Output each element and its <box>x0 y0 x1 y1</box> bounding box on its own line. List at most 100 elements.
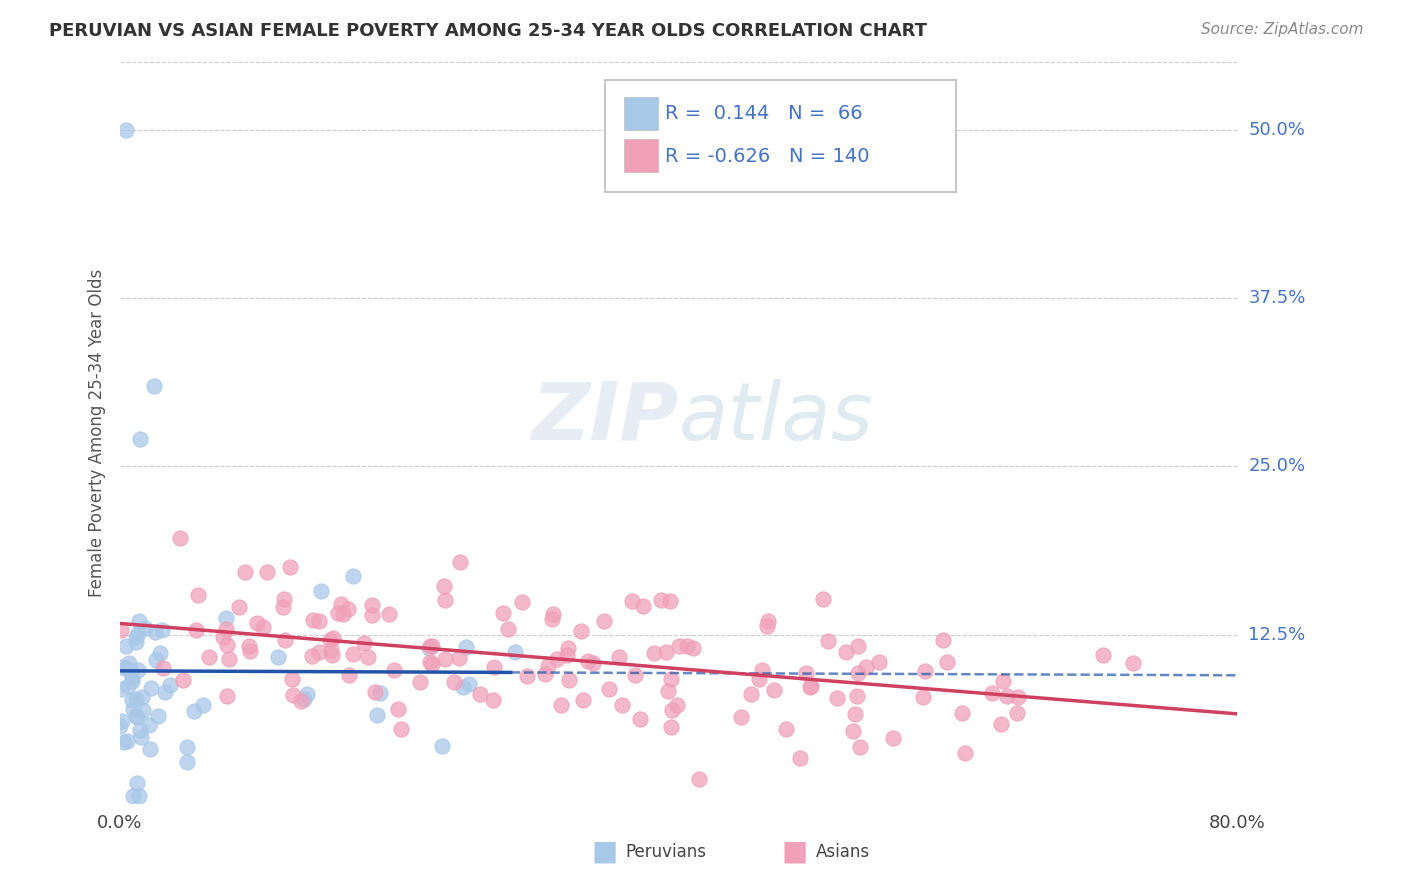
Point <box>382 663 405 677</box>
Point <box>117 663 139 677</box>
Point <box>420 657 443 671</box>
Point <box>267 650 290 665</box>
Point <box>537 658 560 673</box>
Point <box>239 643 262 657</box>
Point <box>212 630 235 644</box>
Point <box>447 650 470 665</box>
Point <box>555 648 578 662</box>
Point <box>848 639 870 653</box>
Point <box>496 622 519 636</box>
Point <box>557 673 579 687</box>
Point <box>138 718 160 732</box>
Point <box>675 639 697 653</box>
Point <box>796 665 818 680</box>
Text: ■: ■ <box>782 838 807 866</box>
Point <box>631 599 654 613</box>
Point <box>1007 706 1029 720</box>
Point <box>183 704 205 718</box>
Point <box>546 651 568 665</box>
Point <box>751 664 773 678</box>
Point <box>302 613 325 627</box>
Point <box>357 649 380 664</box>
Point <box>995 689 1018 703</box>
Point <box>295 687 318 701</box>
Point <box>789 750 811 764</box>
Text: R = -0.626   N = 140: R = -0.626 N = 140 <box>665 146 869 166</box>
Point <box>980 686 1002 700</box>
Point <box>422 639 444 653</box>
Point <box>990 717 1012 731</box>
Point <box>342 568 364 582</box>
Point <box>846 665 869 680</box>
Point <box>145 653 167 667</box>
Point <box>337 668 360 682</box>
Point <box>430 739 453 753</box>
Point <box>111 714 134 728</box>
Point <box>659 720 682 734</box>
Point <box>682 641 704 656</box>
Point <box>308 614 330 628</box>
Point <box>491 606 513 620</box>
Point <box>336 602 359 616</box>
Point <box>271 599 294 614</box>
Point <box>169 531 191 545</box>
Point <box>503 645 526 659</box>
Point <box>650 593 672 607</box>
Point <box>845 689 868 703</box>
Point <box>654 645 676 659</box>
Point <box>991 674 1014 689</box>
Point <box>434 651 457 665</box>
Y-axis label: Female Poverty Among 25-34 Year Olds: Female Poverty Among 25-34 Year Olds <box>87 268 105 597</box>
Point <box>582 656 605 670</box>
Point <box>322 631 344 645</box>
Point <box>110 682 132 697</box>
Point <box>129 731 152 745</box>
Point <box>361 598 384 612</box>
Point <box>510 594 533 608</box>
Text: 50.0%: 50.0% <box>1249 120 1305 139</box>
Point <box>755 619 778 633</box>
Point <box>659 672 682 686</box>
Text: Peruvians: Peruvians <box>626 843 707 861</box>
Point <box>762 682 785 697</box>
Point <box>118 656 141 670</box>
Text: R =  0.144   N =  66: R = 0.144 N = 66 <box>665 103 863 123</box>
Point <box>911 690 934 704</box>
Point <box>127 663 149 677</box>
Point <box>124 708 146 723</box>
Point <box>470 687 492 701</box>
Point <box>129 723 152 737</box>
Point <box>301 649 323 664</box>
Point <box>117 680 139 694</box>
Point <box>628 712 651 726</box>
Point <box>153 685 176 699</box>
Point <box>366 707 388 722</box>
Point <box>215 611 238 625</box>
Point <box>842 724 865 739</box>
Point <box>121 693 143 707</box>
Point <box>309 584 332 599</box>
Point <box>624 667 647 681</box>
Point <box>110 623 132 637</box>
Point <box>482 693 505 707</box>
Point <box>143 378 166 392</box>
Point <box>458 676 481 690</box>
Point <box>868 656 890 670</box>
Point <box>433 579 456 593</box>
Point <box>152 661 174 675</box>
Point <box>290 694 312 708</box>
Point <box>418 640 440 655</box>
Point <box>620 594 643 608</box>
Point <box>419 639 441 653</box>
Point <box>145 624 167 639</box>
Point <box>159 678 181 692</box>
Text: PERUVIAN VS ASIAN FEMALE POVERTY AMONG 25-34 YEAR OLDS CORRELATION CHART: PERUVIAN VS ASIAN FEMALE POVERTY AMONG 2… <box>49 22 927 40</box>
Point <box>125 710 148 724</box>
Point <box>321 648 343 662</box>
Point <box>115 661 138 675</box>
Point <box>1122 657 1144 671</box>
Point <box>115 639 138 653</box>
Point <box>378 607 401 622</box>
Point <box>292 691 315 706</box>
Point <box>332 607 354 621</box>
